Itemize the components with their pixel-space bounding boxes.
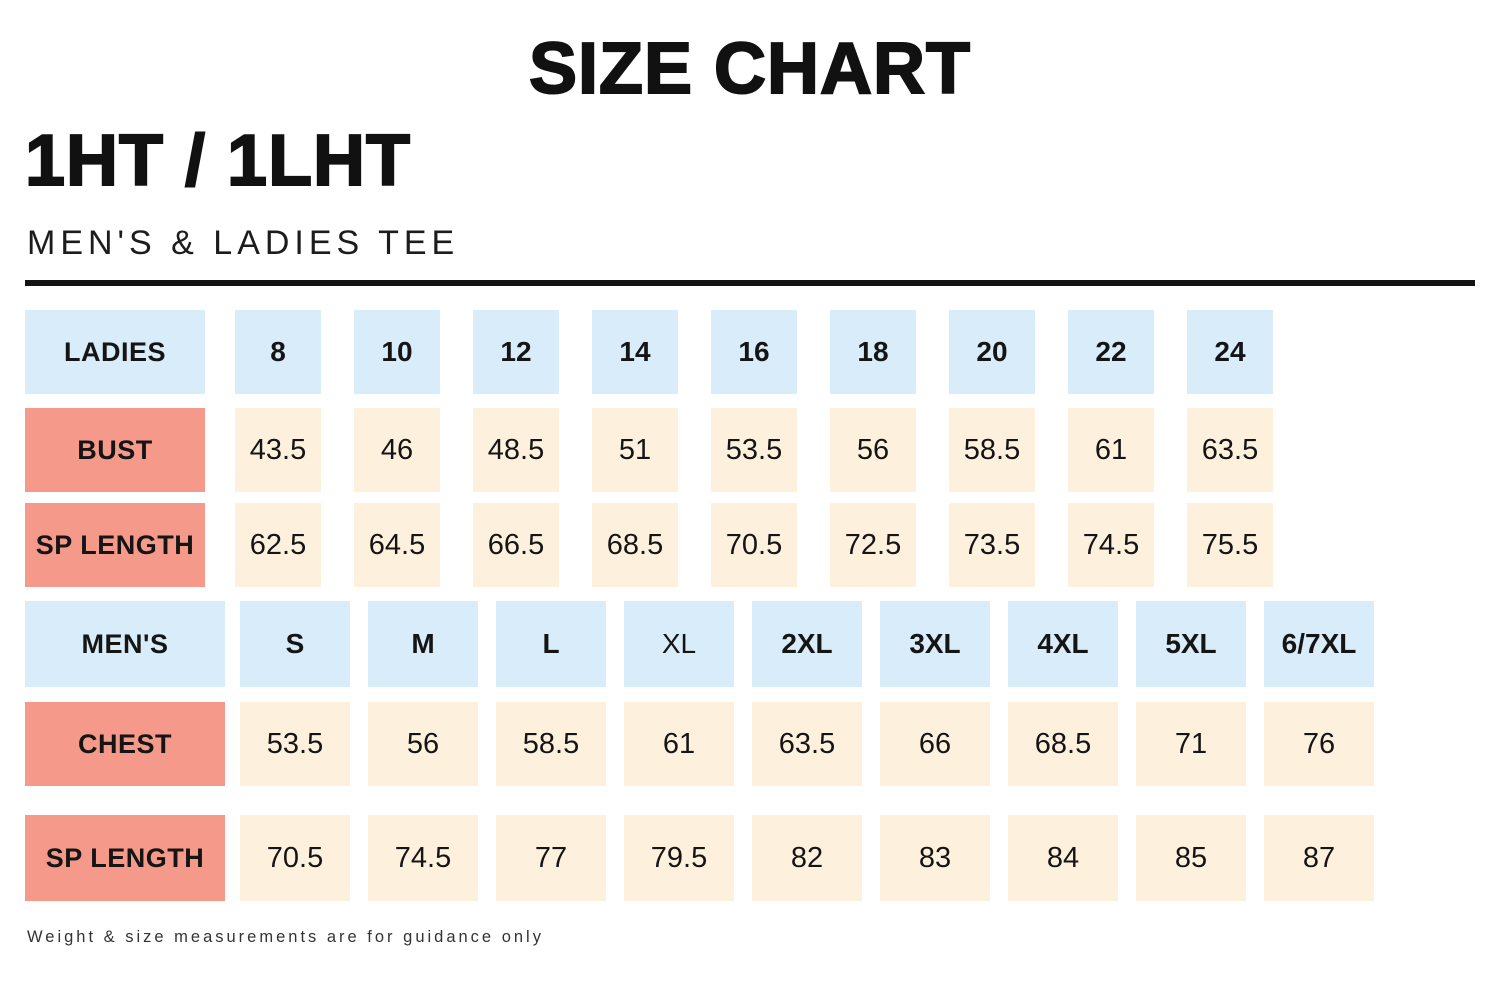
- mens-size-header-cell: 3XL: [880, 601, 990, 687]
- mens-sp-length-value-cell: 87: [1264, 815, 1374, 901]
- ladies-sp-length-value-cell: 73.5: [949, 503, 1035, 587]
- ladies-bust-row: BUST 43.5 46 48.5 51 53.5 56 58.5 61 63.5: [25, 408, 1273, 492]
- chest-value-cell: 63.5: [752, 702, 862, 786]
- bust-value-cell: 43.5: [235, 408, 321, 492]
- chest-value-cell: 53.5: [240, 702, 350, 786]
- mens-size-header-cell: L: [496, 601, 606, 687]
- mens-size-header-cell: 6/7XL: [1264, 601, 1374, 687]
- mens-size-header-cell: 2XL: [752, 601, 862, 687]
- mens-sp-length-value-cell: 70.5: [240, 815, 350, 901]
- chest-row-label: CHEST: [25, 702, 225, 786]
- mens-size-header-cell: XL: [624, 601, 734, 687]
- ladies-header-row: LADIES 8 10 12 14 16 18 20 22 24: [25, 310, 1273, 394]
- ladies-sp-length-values: 62.5 64.5 66.5 68.5 70.5 72.5 73.5 74.5 75.5: [235, 503, 1273, 587]
- mens-sp-length-value-cell: 77: [496, 815, 606, 901]
- bust-value-cell: 58.5: [949, 408, 1035, 492]
- ladies-size-headers: 8 10 12 14 16 18 20 22 24: [235, 310, 1273, 394]
- bust-row-label: BUST: [25, 408, 205, 492]
- ladies-sp-length-row-label: SP LENGTH: [25, 503, 205, 587]
- chest-value-cell: 61: [624, 702, 734, 786]
- bust-value-cell: 46: [354, 408, 440, 492]
- ladies-sp-length-row: SP LENGTH 62.5 64.5 66.5 68.5 70.5 72.5 73.5 74…: [25, 503, 1273, 587]
- ladies-size-header-cell: 20: [949, 310, 1035, 394]
- ladies-size-header-cell: 16: [711, 310, 797, 394]
- ladies-sp-length-value-cell: 62.5: [235, 503, 321, 587]
- bust-values: 43.5 46 48.5 51 53.5 56 58.5 61 63.5: [235, 408, 1273, 492]
- ladies-size-header-cell: 22: [1068, 310, 1154, 394]
- mens-sp-length-value-cell: 82: [752, 815, 862, 901]
- bust-value-cell: 56: [830, 408, 916, 492]
- mens-size-headers: S M L XL 2XL 3XL 4XL 5XL 6/7XL: [240, 601, 1374, 687]
- chest-value-cell: 68.5: [1008, 702, 1118, 786]
- page-title: SIZE CHART: [528, 28, 971, 110]
- ladies-size-header-cell: 10: [354, 310, 440, 394]
- ladies-size-header-cell: 24: [1187, 310, 1273, 394]
- mens-sp-length-value-cell: 79.5: [624, 815, 734, 901]
- ladies-sp-length-value-cell: 75.5: [1187, 503, 1273, 587]
- mens-size-header-cell: 4XL: [1008, 601, 1118, 687]
- ladies-size-header-cell: 12: [473, 310, 559, 394]
- mens-chest-row: CHEST 53.5 56 58.5 61 63.5 66 68.5 71 76: [25, 702, 1374, 786]
- ladies-sp-length-value-cell: 72.5: [830, 503, 916, 587]
- chest-value-cell: 56: [368, 702, 478, 786]
- divider-rule: [25, 280, 1475, 286]
- ladies-sp-length-value-cell: 64.5: [354, 503, 440, 587]
- mens-size-header-cell: 5XL: [1136, 601, 1246, 687]
- mens-sp-length-values: 70.5 74.5 77 79.5 82 83 84 85 87: [240, 815, 1374, 901]
- chest-value-cell: 58.5: [496, 702, 606, 786]
- mens-sp-length-row-label: SP LENGTH: [25, 815, 225, 901]
- chest-value-cell: 71: [1136, 702, 1246, 786]
- product-code: 1HT / 1LHT: [24, 120, 412, 202]
- mens-size-header-cell: S: [240, 601, 350, 687]
- mens-sp-length-row: SP LENGTH 70.5 74.5 77 79.5 82 83 84 85 87: [25, 815, 1374, 901]
- mens-sp-length-value-cell: 83: [880, 815, 990, 901]
- ladies-table-label: LADIES: [25, 310, 205, 394]
- chest-values: 53.5 56 58.5 61 63.5 66 68.5 71 76: [240, 702, 1374, 786]
- ladies-size-header-cell: 14: [592, 310, 678, 394]
- mens-sp-length-value-cell: 84: [1008, 815, 1118, 901]
- bust-value-cell: 51: [592, 408, 678, 492]
- ladies-sp-length-value-cell: 66.5: [473, 503, 559, 587]
- ladies-size-header-cell: 8: [235, 310, 321, 394]
- bust-value-cell: 48.5: [473, 408, 559, 492]
- product-subtitle: MEN'S & LADIES TEE: [27, 224, 460, 262]
- ladies-sp-length-value-cell: 68.5: [592, 503, 678, 587]
- chest-value-cell: 76: [1264, 702, 1374, 786]
- ladies-sp-length-value-cell: 70.5: [711, 503, 797, 587]
- mens-sp-length-value-cell: 85: [1136, 815, 1246, 901]
- chest-value-cell: 66: [880, 702, 990, 786]
- mens-size-header-cell: M: [368, 601, 478, 687]
- bust-value-cell: 53.5: [711, 408, 797, 492]
- mens-sp-length-value-cell: 74.5: [368, 815, 478, 901]
- mens-table-label: MEN'S: [25, 601, 225, 687]
- ladies-size-header-cell: 18: [830, 310, 916, 394]
- bust-value-cell: 61: [1068, 408, 1154, 492]
- guidance-footnote: Weight & size measurements are for guida…: [27, 928, 544, 946]
- ladies-sp-length-value-cell: 74.5: [1068, 503, 1154, 587]
- mens-header-row: MEN'S S M L XL 2XL 3XL 4XL 5XL 6/7XL: [25, 601, 1374, 687]
- bust-value-cell: 63.5: [1187, 408, 1273, 492]
